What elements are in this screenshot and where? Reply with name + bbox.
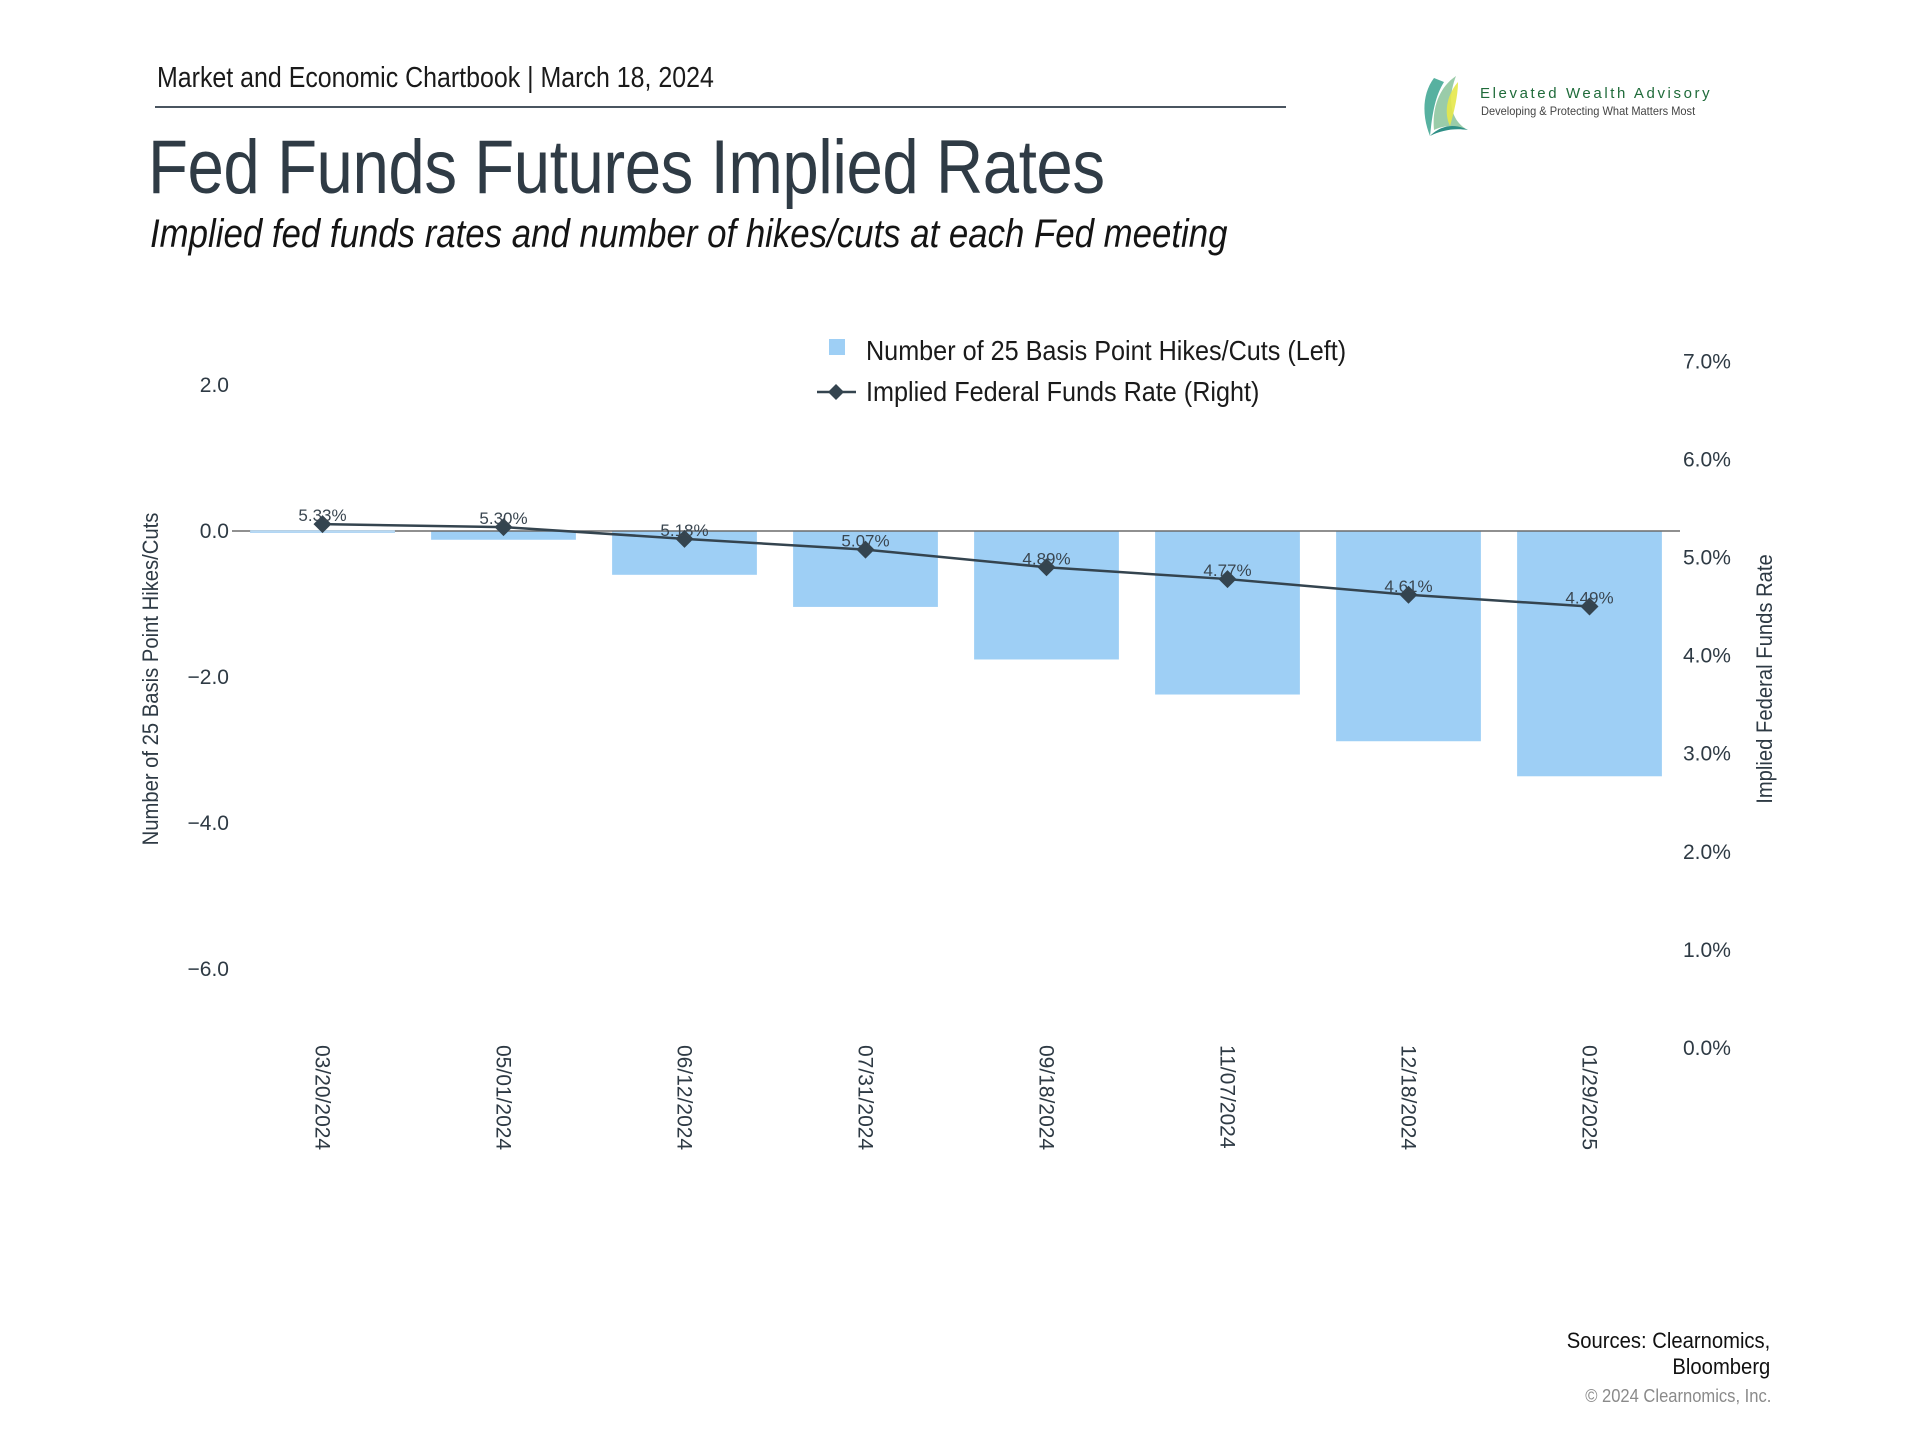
x-axis-tick-label: 06/12/2024 bbox=[673, 1045, 696, 1150]
x-axis-labels: 03/20/2024 05/01/2024 06/12/2024 07/31/2024… bbox=[311, 1045, 1601, 1150]
x-axis-tick-label: 05/01/2024 bbox=[492, 1045, 515, 1150]
right-axis-tick-label: 3.0% bbox=[1683, 743, 1731, 766]
x-axis-tick-label: 03/20/2024 bbox=[311, 1045, 334, 1150]
right-axis-tick-label: 2.0% bbox=[1683, 841, 1731, 864]
rate-marker bbox=[494, 518, 513, 537]
rate-data-label: 4.89% bbox=[1022, 549, 1070, 568]
rate-marker bbox=[313, 515, 332, 534]
rate-data-label: 5.07% bbox=[841, 532, 889, 551]
rate-line-series: 5.33% 5.30% 5.18% 5.07% 4.89% 4.77% 4.61% 4.49% bbox=[298, 506, 1614, 616]
right-axis-tick-label: 1.0% bbox=[1683, 939, 1731, 962]
left-axis-tick-label: 0.0 bbox=[200, 520, 229, 543]
page-title: Fed Funds Futures Implied Rates bbox=[148, 125, 1105, 210]
right-axis-tick-label: 7.0% bbox=[1683, 350, 1731, 373]
rate-line bbox=[322, 522, 1590, 608]
right-axis-tick-label: 5.0% bbox=[1683, 547, 1731, 570]
right-axis-tick-label: 0.0% bbox=[1683, 1037, 1731, 1060]
bar bbox=[1336, 531, 1481, 742]
x-axis-tick-label: 09/18/2024 bbox=[1035, 1045, 1058, 1150]
rate-marker bbox=[856, 540, 875, 559]
bar bbox=[1155, 531, 1300, 695]
right-axis-ticks: 7.0% 6.0% 5.0% 4.0% 3.0% 2.0% 1.0% 0.0% bbox=[1683, 350, 1731, 1060]
legend-bar-swatch bbox=[829, 339, 845, 355]
sources-note: Sources: Clearnomics, Bloomberg bbox=[1566, 1328, 1770, 1380]
rate-marker bbox=[1037, 558, 1056, 577]
logo-sail-icon bbox=[1424, 76, 1468, 136]
right-axis-title: Implied Federal Funds Rate bbox=[1753, 554, 1777, 804]
bar bbox=[974, 531, 1119, 660]
x-axis-tick-label: 12/18/2024 bbox=[1397, 1045, 1420, 1150]
x-axis-tick-label: 07/31/2024 bbox=[854, 1045, 877, 1150]
logo bbox=[1424, 76, 1468, 136]
left-axis-ticks: 2.0 0.0 −2.0 −4.0 −6.0 bbox=[188, 374, 229, 981]
header-divider bbox=[155, 106, 1286, 108]
rate-marker bbox=[1399, 585, 1418, 604]
rate-data-label: 5.33% bbox=[298, 506, 346, 525]
logo-name: Elevated Wealth Advisory bbox=[1480, 85, 1713, 102]
left-axis-tick-label: −6.0 bbox=[188, 958, 229, 981]
left-axis-tick-label: −2.0 bbox=[188, 666, 229, 689]
x-axis-tick-label: 01/29/2025 bbox=[1578, 1045, 1601, 1150]
rate-marker bbox=[1580, 597, 1599, 616]
chartbook-header: Market and Economic Chartbook | March 18… bbox=[157, 62, 714, 94]
page-subtitle: Implied fed funds rates and number of hi… bbox=[150, 212, 1228, 256]
copyright: © 2024 Clearnomics, Inc. bbox=[1584, 1386, 1771, 1406]
x-axis-tick-label: 11/07/2024 bbox=[1216, 1045, 1239, 1149]
bar-series bbox=[250, 531, 1662, 777]
legend-bar-label: Number of 25 Basis Point Hikes/Cuts (Lef… bbox=[866, 335, 1346, 367]
legend: Number of 25 Basis Point Hikes/Cuts (Lef… bbox=[817, 335, 1346, 408]
bar bbox=[1517, 531, 1662, 777]
rate-data-label: 4.77% bbox=[1203, 561, 1251, 580]
left-axis-tick-label: 2.0 bbox=[200, 374, 229, 397]
rate-data-label: 4.49% bbox=[1565, 589, 1613, 608]
rate-data-label: 4.61% bbox=[1384, 577, 1432, 596]
rate-data-label: 5.18% bbox=[660, 521, 708, 540]
rate-marker bbox=[1218, 570, 1237, 589]
sources-line-1: Sources: Clearnomics, bbox=[1566, 1328, 1770, 1353]
right-axis-tick-label: 4.0% bbox=[1683, 645, 1731, 668]
left-axis-tick-label: −4.0 bbox=[188, 812, 229, 835]
left-axis-title: Number of 25 Basis Point Hikes/Cuts bbox=[139, 513, 163, 846]
sources-line-2: Bloomberg bbox=[1672, 1354, 1770, 1379]
legend-line-label: Implied Federal Funds Rate (Right) bbox=[866, 376, 1259, 408]
rate-data-label: 5.30% bbox=[479, 509, 527, 528]
logo-tagline: Developing & Protecting What Matters Mos… bbox=[1481, 104, 1696, 118]
legend-diamond-icon bbox=[828, 384, 844, 400]
rate-marker bbox=[675, 529, 694, 548]
right-axis-tick-label: 6.0% bbox=[1683, 448, 1731, 471]
